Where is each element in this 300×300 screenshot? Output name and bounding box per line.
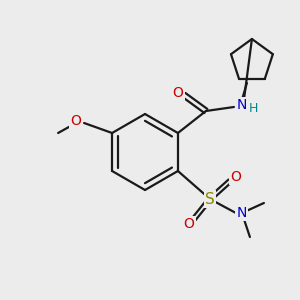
Text: N: N: [237, 98, 247, 112]
Text: O: O: [172, 86, 183, 100]
Text: O: O: [71, 114, 82, 128]
Text: O: O: [184, 217, 194, 231]
Text: H: H: [249, 103, 259, 116]
Text: S: S: [205, 191, 215, 206]
Text: O: O: [230, 170, 241, 184]
Text: N: N: [237, 206, 247, 220]
